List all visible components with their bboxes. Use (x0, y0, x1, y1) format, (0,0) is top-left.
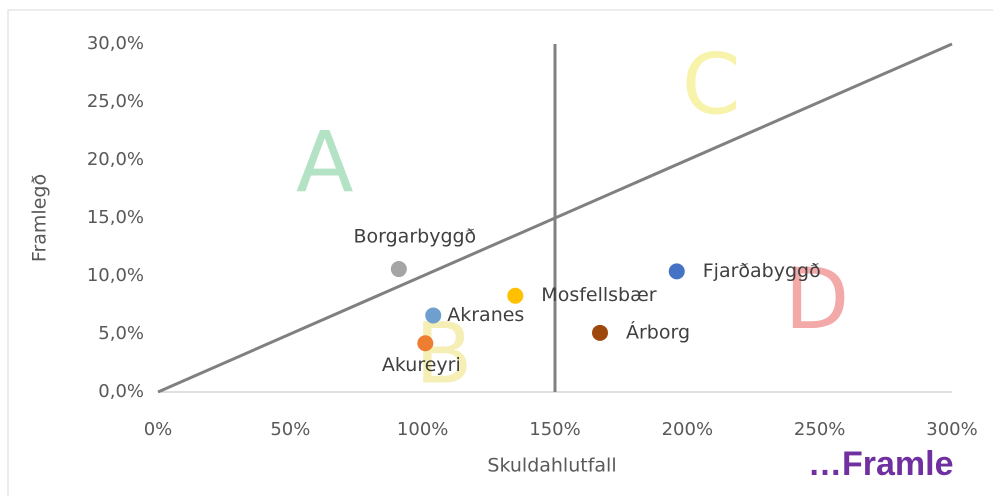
region-letter: A (296, 113, 353, 211)
region-letter: D (785, 250, 850, 348)
point (591, 324, 608, 341)
data-label: Akranes (447, 304, 524, 326)
y-axis-title: Framlegð (29, 174, 51, 262)
point (425, 307, 442, 324)
y-tick-label: 10,0% (87, 265, 144, 286)
point (417, 335, 434, 352)
data-label: Fjarðabyggð (703, 260, 821, 282)
data-label: Árborg (626, 320, 690, 343)
x-axis-title: Skuldahlutfall (487, 455, 616, 477)
footer: …Framle (808, 445, 954, 483)
y-tick-label: 20,0% (87, 149, 144, 170)
y-tick-label: 5,0% (98, 323, 144, 344)
y-tick-label: 25,0% (87, 91, 144, 112)
x-tick-label: 250% (794, 419, 845, 440)
point (507, 287, 524, 304)
x-tick-label: 200% (662, 419, 713, 440)
region-letter: C (682, 35, 741, 133)
x-tick-label: 0% (144, 419, 173, 440)
x-tick-label: 150% (529, 419, 580, 440)
data-label: Borgarbyggð (353, 226, 476, 248)
x-tick-label: 300% (926, 419, 977, 440)
reference-line (157, 42, 953, 394)
point (668, 263, 685, 280)
region-letter: B (415, 304, 473, 402)
x-tick-label: 100% (397, 419, 448, 440)
data-label: Mosfellsbær (541, 284, 656, 306)
y-tick-label: 30,0% (87, 33, 144, 54)
data-label: Akureyri (382, 354, 461, 376)
chart-frame (7, 9, 993, 500)
x-tick-label: 50% (270, 419, 310, 440)
point (390, 261, 407, 278)
y-tick-label: 0,0% (98, 381, 144, 402)
y-tick-label: 15,0% (87, 207, 144, 228)
